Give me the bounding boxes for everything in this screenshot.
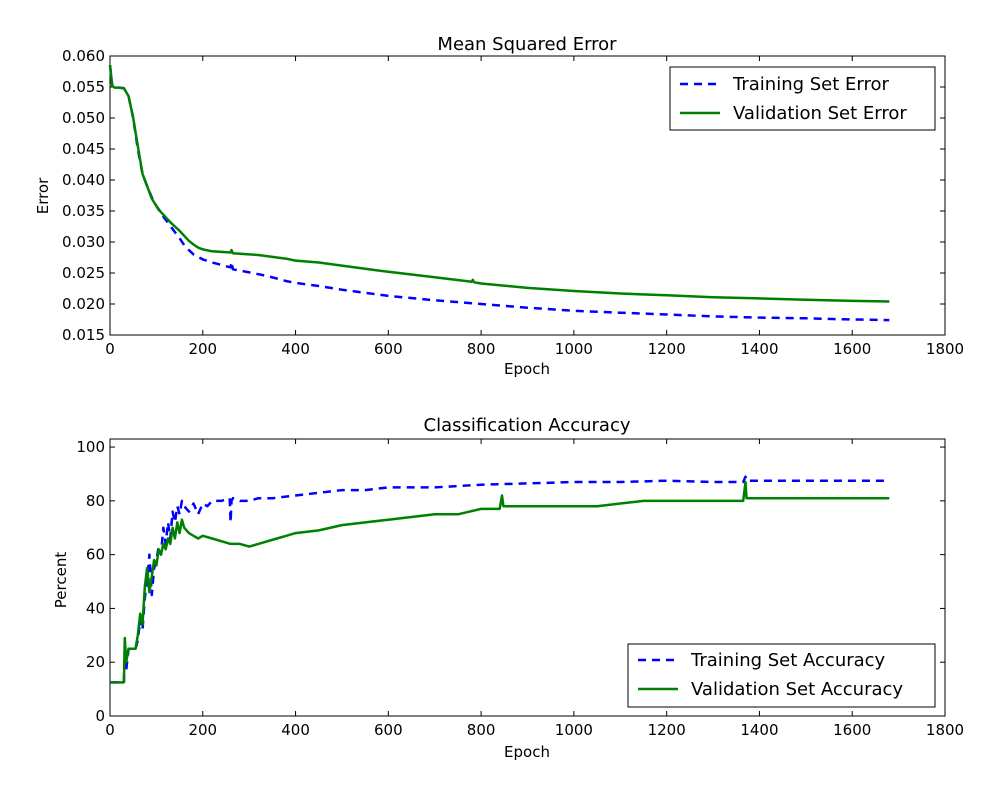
accuracy-legend-training-label: Training Set Accuracy <box>690 650 886 671</box>
mse-chart: Mean Squared Error 0 200 400 600 800 1000 1200… <box>34 34 964 378</box>
accuracy-y-tick-label: 0 <box>95 707 105 725</box>
accuracy-x-tick-label: 0 <box>105 721 115 739</box>
accuracy-x-tick-label: 1400 <box>740 721 778 739</box>
accuracy-plot-area <box>109 438 946 717</box>
accuracy-y-tick-label: 40 <box>86 599 105 617</box>
accuracy-ticks: 0 200 400 600 800 1000 1200 1400 1600 1800 0 20 40 60… <box>76 438 964 739</box>
accuracy-y-tick-label: 60 <box>86 546 105 564</box>
mse-y-tick-label: 0.035 <box>62 202 105 220</box>
mse-lines <box>108 65 890 322</box>
accuracy-x-tick-label: 1600 <box>833 721 871 739</box>
accuracy-x-tick-label: 200 <box>188 721 217 739</box>
mse-series-validation-line <box>108 65 890 303</box>
mse-y-tick-label: 0.055 <box>62 78 105 96</box>
mse-legend-box <box>669 66 936 131</box>
mse-x-tick-label: 0 <box>105 340 115 358</box>
accuracy-legend-box <box>627 643 936 708</box>
mse-plot-area <box>109 55 946 336</box>
mse-x-axis-label: Epoch <box>504 360 550 378</box>
accuracy-x-tick-label: 1800 <box>926 721 964 739</box>
mse-x-tick-label: 1200 <box>648 340 686 358</box>
mse-x-tick-label: 1600 <box>833 340 871 358</box>
accuracy-x-axis-label: Epoch <box>504 743 550 761</box>
mse-y-tick-label: 0.040 <box>62 171 105 189</box>
accuracy-x-tick-label: 800 <box>467 721 496 739</box>
mse-x-tick-label: 1400 <box>740 340 778 358</box>
mse-y-tick-label: 0.050 <box>62 109 105 127</box>
mse-y-tick-label: 0.045 <box>62 140 105 158</box>
mse-x-tick-label: 800 <box>467 340 496 358</box>
accuracy-y-axis-label: Percent <box>52 552 70 609</box>
accuracy-y-tick-label: 20 <box>86 653 105 671</box>
mse-ticks: 0 200 400 600 800 1000 1200 1400 1600 1800 0.015 0.… <box>62 47 964 358</box>
accuracy-x-tick-label: 1000 <box>555 721 593 739</box>
mse-y-tick-label: 0.025 <box>62 264 105 282</box>
accuracy-chart-title: Classification Accuracy <box>424 415 631 436</box>
mse-legend: Training Set Error Validation Set Error <box>669 66 936 131</box>
mse-legend-validation-label: Validation Set Error <box>733 103 907 124</box>
accuracy-x-tick-label: 400 <box>281 721 310 739</box>
mse-x-tick-label: 1800 <box>926 340 964 358</box>
accuracy-series-validation-line <box>110 480 890 684</box>
accuracy-lines <box>110 475 890 684</box>
mse-y-tick-label: 0.030 <box>62 233 105 251</box>
mse-x-tick-label: 400 <box>281 340 310 358</box>
mse-chart-title: Mean Squared Error <box>437 34 617 55</box>
accuracy-y-tick-label: 100 <box>76 438 105 456</box>
mse-legend-training-label: Training Set Error <box>732 74 890 95</box>
mse-y-axis-label: Error <box>34 177 52 214</box>
mse-x-tick-label: 200 <box>188 340 217 358</box>
mse-y-tick-label: 0.020 <box>62 295 105 313</box>
mse-y-tick-label: 0.015 <box>62 326 105 344</box>
mse-x-tick-label: 1000 <box>555 340 593 358</box>
mse-y-tick-label: 0.060 <box>62 47 105 65</box>
accuracy-y-tick-label: 80 <box>86 492 105 510</box>
accuracy-x-tick-label: 1200 <box>648 721 686 739</box>
accuracy-chart: Classification Accuracy 0 200 400 600 800 100… <box>52 415 964 761</box>
accuracy-legend-validation-label: Validation Set Accuracy <box>691 679 903 700</box>
accuracy-x-tick-label: 600 <box>374 721 403 739</box>
mse-x-tick-label: 600 <box>374 340 403 358</box>
accuracy-legend: Training Set Accuracy Validation Set Acc… <box>627 643 936 708</box>
